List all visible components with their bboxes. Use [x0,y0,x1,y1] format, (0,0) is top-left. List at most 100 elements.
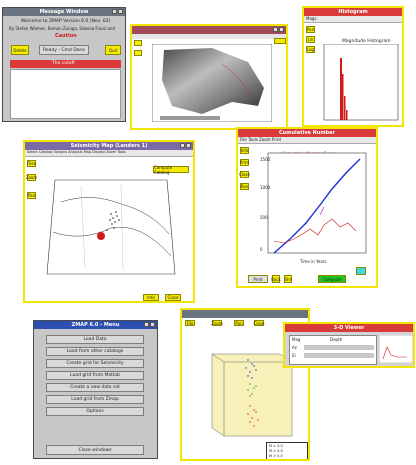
cross-section-window: File Zoom Pan Close M > 3.0 M > 4.0 M > … [180,308,310,461]
cumulative-menubar[interactable]: File Tools Zoom Print [238,137,376,144]
cumulative-title: Cumulative Number [279,130,335,136]
close-icon[interactable] [118,9,123,14]
compute-catalog-button[interactable]: Compute Catalog [153,165,189,175]
menu-item-load-data[interactable]: Load Data [46,335,144,344]
x-axis-label: Time in Years [299,259,327,264]
seismicity-map-title: Seismicity Map (Landers 1) [70,143,148,149]
three-d-slider[interactable] [304,345,374,350]
cumulative-compute-button[interactable]: Compute [318,275,346,283]
message-textarea[interactable] [10,69,121,119]
three-d-slider[interactable] [304,353,374,358]
cumulative-cyan-button[interactable] [356,267,366,275]
legend-item: M > 4.0 [269,449,283,453]
cross-close-button[interactable]: Close [253,320,265,326]
y-tick: 500 [260,215,268,220]
legend-item: M > 3.0 [269,444,283,448]
menu-item-create-grid[interactable]: Create grid for Seismicity [46,359,144,368]
histogram-window: Histogram Mags Pan Lin Log Magnitude His… [302,6,404,127]
cumulative-rev-button[interactable]: Rev [240,183,249,190]
table-cell: El [292,353,296,358]
close-icon[interactable] [186,143,191,148]
menu-item-load-other[interactable]: Load from other catalogs [46,347,144,356]
seismicity-map-menubar[interactable]: Select Catalog Options Analysis Map Disp… [25,150,193,157]
map-files-button[interactable]: Files [27,160,36,167]
caution-text: Caution [55,33,77,39]
ready-button[interactable]: Ready - Cmd Done [39,45,89,55]
histogram-title: Histogram [338,9,368,15]
map-info-button[interactable]: Info [143,294,159,301]
minimize-icon[interactable] [273,27,278,32]
map-close-button[interactable]: Close [165,294,181,301]
status-bar: The cutoff [10,60,121,68]
minimize-icon[interactable] [112,9,117,14]
histogram-bar [346,110,348,120]
rate-line [273,218,357,244]
menu-close-windows-button[interactable]: Close windows [46,445,144,455]
cumulative-titlebar[interactable]: Cumulative Number [238,129,376,137]
cross-file-button[interactable]: File [185,320,195,326]
welcome-text: Welcome to ZMAP Version 6.0 (Nov. 02) [21,19,111,24]
grid-top-right-button[interactable] [274,38,286,44]
cumulative-window: Cumulative Number File Tools Zoom Print … [236,127,378,288]
message-window-titlebar[interactable]: Message Window [3,8,125,16]
minimize-icon[interactable] [144,322,149,327]
three-d-mini-plot [379,335,413,363]
menu-item-options[interactable]: Options [46,407,144,416]
y-tick: 0 [260,247,263,252]
histogram-bar [340,58,342,120]
histogram-log-button[interactable]: Log [306,46,315,53]
cumulative-close-button[interactable]: Close [239,171,250,178]
table-cell: Depth [330,337,343,342]
quit-button[interactable]: Quit [105,45,121,55]
authors-text: By Stefan Wiemer, Ramon Zuniga, Sidonia … [9,26,115,31]
three-d-viewer-title: 3-D Viewer [333,325,365,331]
cross-section-titlebar[interactable] [182,310,308,318]
cross-pan-button[interactable]: Pan [234,320,244,326]
seismicity-map-titlebar[interactable]: Seismicity Map (Landers 1) [25,142,193,150]
cumulative-bottom-print[interactable]: Print [248,275,268,283]
grid-map-titlebar[interactable] [132,26,286,34]
close-icon[interactable] [150,322,155,327]
mainshock-marker [97,232,105,240]
close-icon[interactable] [279,27,284,32]
cross-zoom-button[interactable]: Zoom [211,320,223,326]
histogram-bar [344,96,346,120]
map-zoom-button[interactable]: Zoom [25,174,38,181]
cumulative-bottom-back[interactable]: Back [271,275,281,283]
seismicity-map-window: Seismicity Map (Landers 1) Select Catalo… [23,140,195,303]
message-window: Message Window Welcome to ZMAP Version 6… [2,7,126,122]
menu-item-load-grid-zmap[interactable]: Load grid from Zmap [46,395,144,404]
seismicity-map-plot [46,179,176,275]
three-d-viewer-window: 3-D Viewer Mag Depth Az El [283,322,415,368]
table-cell: Az [292,345,297,350]
grid-side-button-2[interactable] [134,50,142,56]
cumulative-info-button[interactable]: Info [240,147,249,154]
delete-button[interactable]: Delete [11,45,29,55]
histogram-chart-label: Magnitude Histogram [342,39,391,44]
message-window-title: Message Window [39,9,89,15]
cross-section-plot [211,353,293,437]
histogram-plot [323,44,399,121]
cumulative-bottom-shr[interactable]: Shr [284,275,292,283]
histogram-bar [342,74,344,120]
seismicity-map-menu: Select Catalog Options Analysis Map Disp… [27,150,126,154]
three-d-viewer-table: Mag Depth Az El [289,335,377,365]
map-pan-button[interactable]: Pan [27,192,36,199]
cumulative-plot: 1500 1000 500 0 Time in Years [260,152,367,264]
three-d-viewer-titlebar[interactable]: 3-D Viewer [285,324,413,332]
minimize-icon[interactable] [180,143,185,148]
cumulative-line [273,158,361,254]
histogram-axis-label: Mags [306,16,317,21]
y-tick: 1500 [260,157,271,162]
histogram-titlebar[interactable]: Histogram [304,8,402,16]
histogram-pan-button[interactable]: Pan [306,26,315,33]
grid-map-menubar[interactable] [132,34,286,39]
grid-side-button-1[interactable] [134,40,142,46]
zmap-menu-titlebar[interactable]: ZMAP 6.0 - Menu [34,321,157,329]
cross-legend: M > 3.0 M > 4.0 M > 5.0 [266,442,308,459]
menu-item-new-data-set[interactable]: Create a new data set [46,383,144,392]
histogram-menubar[interactable]: Mags [304,16,402,23]
histogram-lin-button[interactable]: Lin [306,36,315,43]
menu-item-load-grid-matlab[interactable]: Load grid from Matlab [46,371,144,380]
cumulative-print-button[interactable]: Print [239,159,250,166]
